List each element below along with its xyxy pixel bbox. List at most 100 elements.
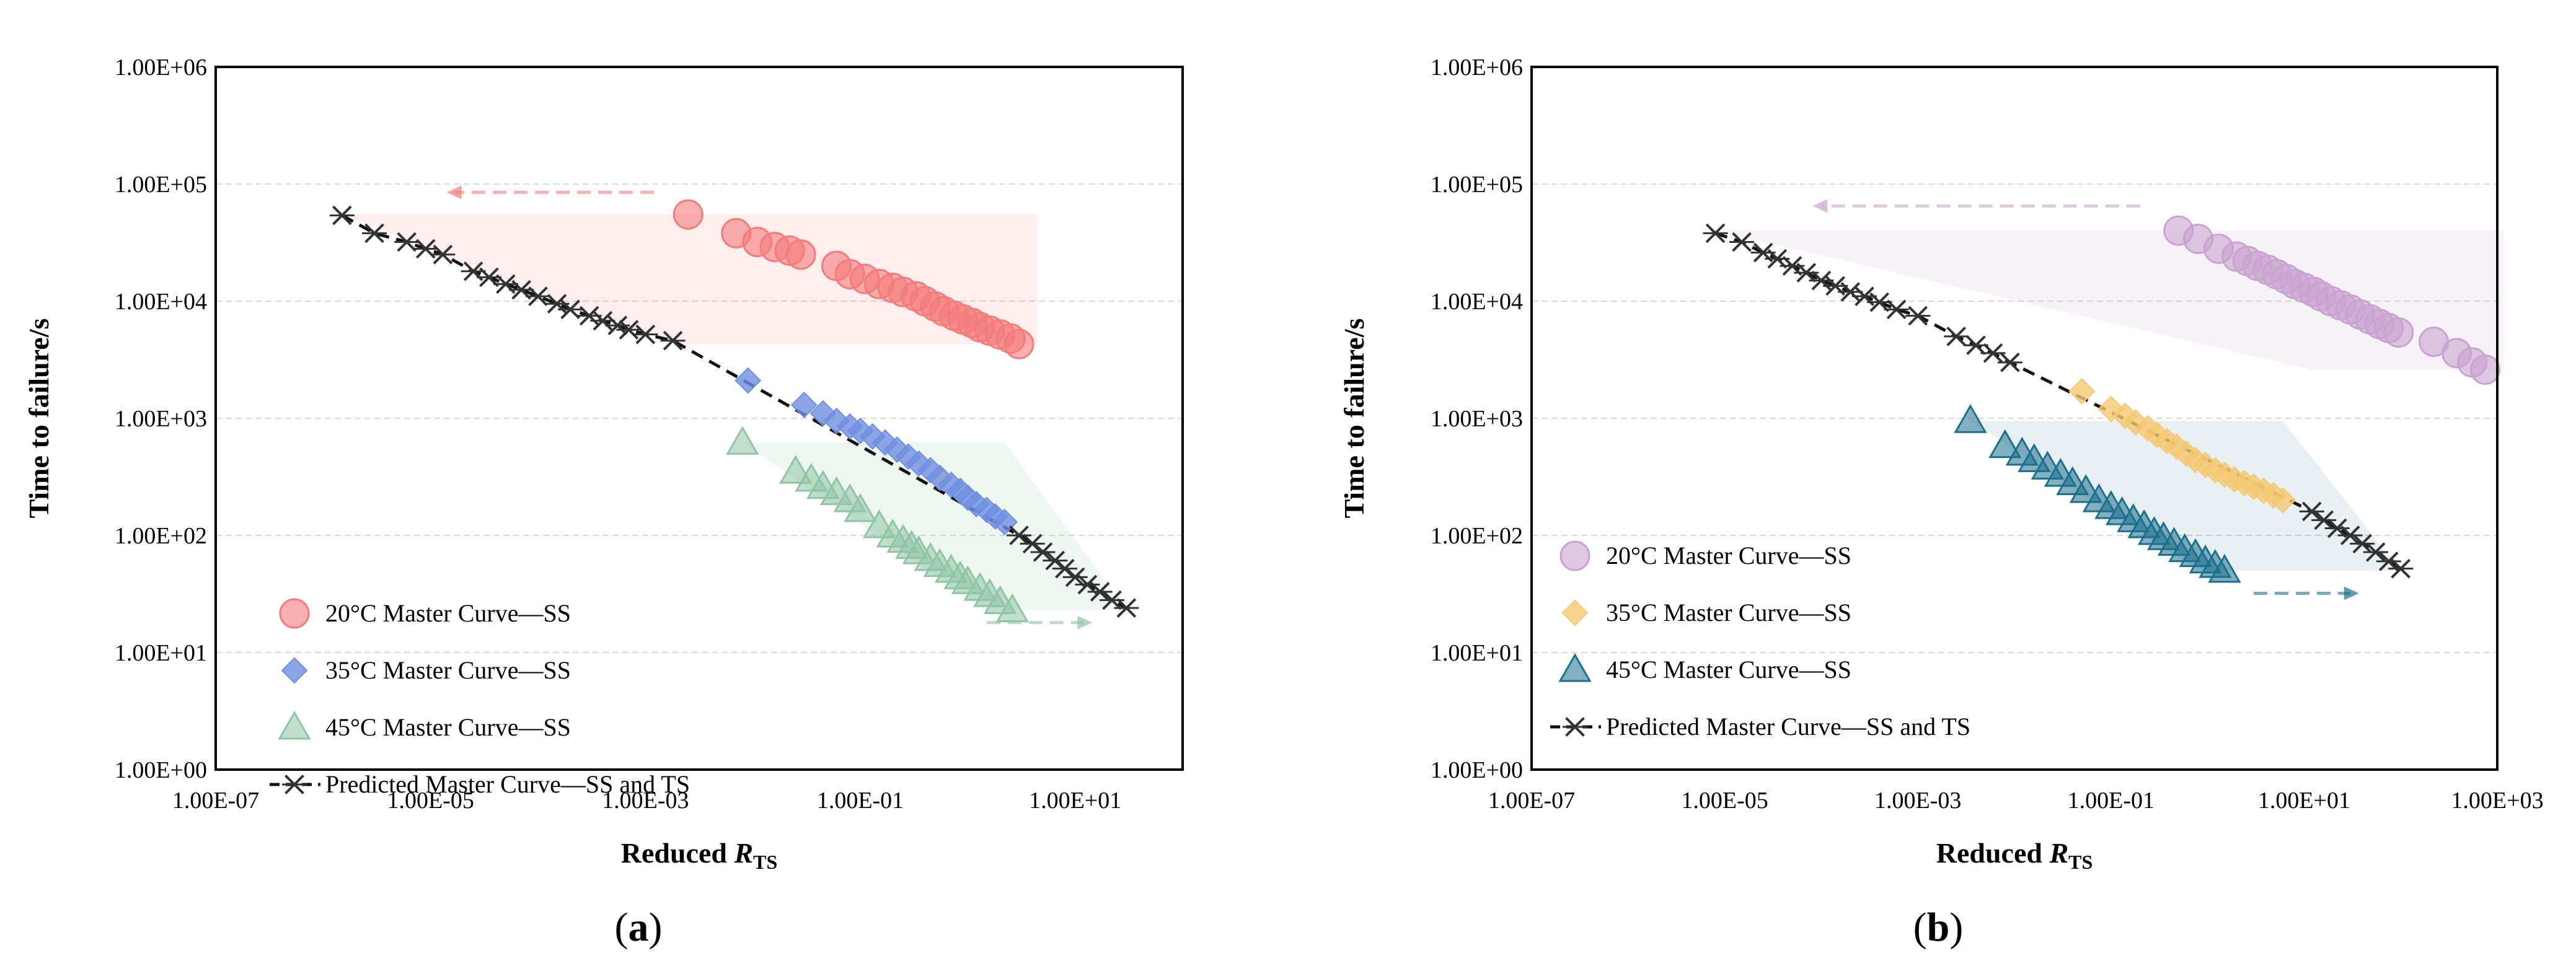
series-3 (1703, 223, 2414, 579)
legend-marker (1559, 540, 1590, 571)
data-point (785, 239, 816, 270)
legend: 20°C Master Curve—SS 35°C Master Curve—SS… (1550, 540, 1970, 740)
y-tick-label: 1.00E+06 (115, 55, 207, 81)
data-point (1944, 327, 1969, 346)
series-1 (734, 367, 1018, 535)
x-tick-label: 1.00E-03 (1874, 788, 1961, 814)
y-axis-title: Time to failure/s (23, 319, 55, 519)
x-tick-label: 1.00E-07 (1488, 788, 1575, 814)
chart-panel-b: 1.00E+00 1.00E+01 1.00E+02 1.00E+03 1.00E+04… (1338, 55, 2544, 950)
data-point (2208, 553, 2241, 583)
x-tick-label: 1.00E-07 (172, 788, 259, 814)
data-point (1954, 404, 1987, 433)
legend-label: 20°C Master Curve—SS (1606, 542, 1851, 569)
legend: 20°C Master Curve—SS 35°C Master Curve—SS… (270, 598, 690, 798)
y-tick-label: 1.00E+00 (1431, 757, 1523, 783)
y-tick-label: 1.00E+01 (1431, 640, 1523, 666)
legend-label: 35°C Master Curve—SS (325, 656, 571, 684)
legend-marker (1561, 599, 1589, 626)
data-point (1020, 534, 1045, 554)
shift-band (1715, 231, 2504, 370)
data-point (2383, 317, 2414, 348)
data-point (726, 426, 759, 455)
data-point (2470, 354, 2501, 385)
data-point (590, 310, 615, 331)
data-point (2324, 518, 2350, 538)
panel-caption: (b) (1913, 905, 1964, 950)
legend-marker (1563, 717, 1587, 737)
series-2 (726, 426, 1029, 623)
data-point (1003, 328, 1034, 359)
legend-marker (282, 775, 307, 794)
shift-arrow-head (1077, 615, 1093, 630)
data-point (616, 320, 642, 340)
data-point (660, 330, 686, 351)
y-tick-label: 1.00E+04 (115, 289, 207, 315)
plot-frame (214, 66, 1184, 771)
y-tick-label: 1.00E+04 (1431, 289, 1523, 315)
data-point (2311, 510, 2337, 530)
data-point (673, 199, 704, 230)
y-tick-label: 1.00E+01 (115, 640, 207, 666)
y-tick-label: 1.00E+02 (115, 523, 207, 549)
shift-band (342, 214, 1038, 345)
data-point (1007, 525, 1032, 545)
y-tick-label: 1.00E+05 (1431, 172, 1523, 198)
series-1 (2068, 378, 2296, 514)
data-point (790, 392, 818, 418)
x-tick-label: 1.00E+01 (2258, 788, 2350, 814)
data-point (1062, 567, 1088, 587)
data-point (2388, 558, 2414, 579)
data-point (633, 324, 658, 345)
data-point (1729, 232, 1755, 252)
data-point (2299, 501, 2324, 522)
legend-marker (278, 710, 311, 740)
y-tick-label: 1.00E+03 (115, 406, 207, 432)
data-point (430, 244, 456, 265)
data-point (779, 455, 813, 484)
x-tick-label: 1.00E-05 (1681, 788, 1768, 814)
series-3 (329, 205, 1139, 618)
legend-marker (279, 598, 310, 629)
data-point (1087, 582, 1113, 602)
legend-label: Predicted Master Curve—SS and TS (325, 770, 690, 798)
data-point (1988, 429, 2022, 459)
data-point (2376, 551, 2401, 571)
legend-label: 45°C Master Curve—SS (1606, 656, 1851, 683)
chart-panel-a: 1.00E+00 1.00E+01 1.00E+02 1.00E+03 1.00E+04… (23, 55, 1184, 950)
legend-label: Predicted Master Curve—SS and TS (1606, 713, 1970, 740)
y-tick-label: 1.00E+03 (1431, 406, 1523, 432)
plot-frame (1530, 66, 2499, 771)
data-point (1997, 353, 2022, 372)
y-tick-label: 1.00E+02 (1431, 523, 1523, 549)
x-tick-label: 1.00E-03 (602, 788, 689, 814)
data-point (844, 493, 877, 522)
legend-label: 45°C Master Curve—SS (325, 713, 571, 741)
data-point (1075, 574, 1100, 595)
y-axis-title: Time to failure/s (1338, 319, 1370, 519)
x-axis-title: Reduced RTS (1936, 837, 2093, 873)
data-point (2068, 378, 2096, 405)
x-tick-label: 1.00E-01 (817, 788, 904, 814)
shift-arrow-head (1812, 199, 1828, 213)
data-point (1030, 542, 1056, 562)
data-point (362, 223, 387, 244)
panel-caption: (a) (615, 905, 663, 950)
data-point (734, 367, 762, 394)
data-point (2269, 486, 2296, 514)
x-tick-label: 1.00E-05 (387, 788, 474, 814)
data-point (2350, 534, 2375, 554)
series-0 (673, 199, 1034, 359)
x-tick-label: 1.00E+03 (2451, 788, 2543, 814)
shift-band (1970, 421, 2401, 571)
legend-marker (281, 657, 308, 684)
data-point (1980, 343, 2006, 363)
legend-label: 35°C Master Curve—SS (1606, 599, 1851, 626)
series-0 (2163, 215, 2501, 385)
y-tick-label: 1.00E+06 (1431, 55, 1523, 81)
y-tick-label: 1.00E+05 (115, 172, 207, 198)
data-point (526, 286, 550, 306)
y-tick-label: 1.00E+00 (115, 757, 207, 783)
data-point (995, 593, 1029, 623)
